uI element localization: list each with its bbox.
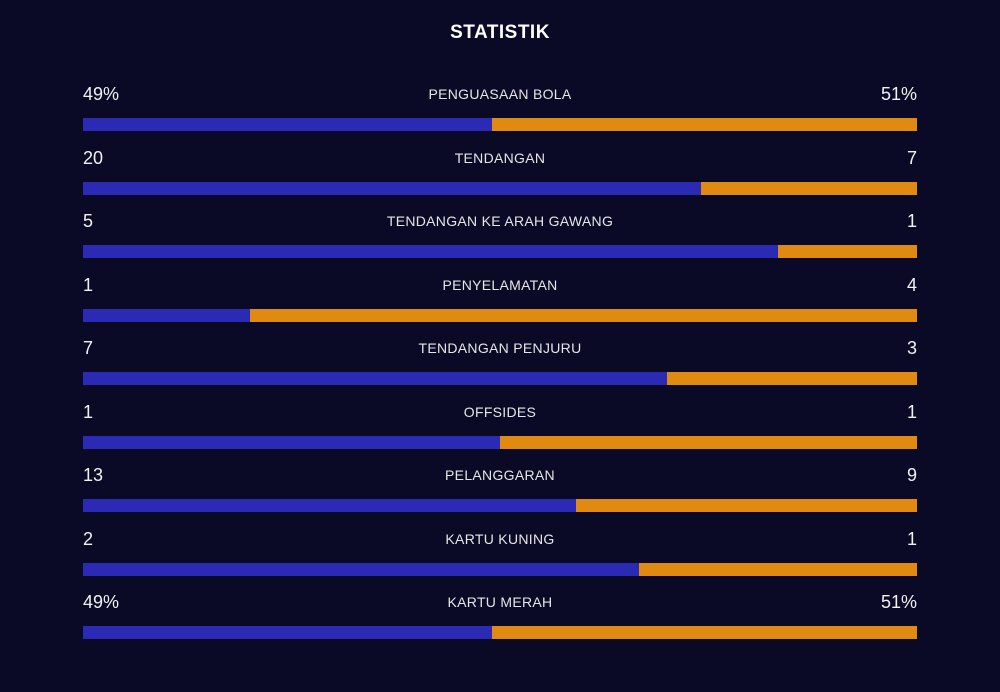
- stat-row-offsides: 1 OFFSIDES 1: [83, 396, 917, 460]
- stat-label: TENDANGAN KE ARAH GAWANG: [386, 213, 614, 229]
- away-bar: [491, 626, 917, 639]
- stat-bar: [83, 499, 917, 512]
- home-bar: [83, 308, 250, 322]
- stat-label: KARTU MERAH: [447, 594, 553, 610]
- stats-list: 49% PENGUASAAN BOLA 51% 20 TENDANGAN 7 5…: [83, 78, 917, 650]
- stat-header: 1 OFFSIDES 1: [83, 396, 917, 436]
- stat-bar: [83, 372, 917, 385]
- stat-header: 1 PENYELAMATAN 4: [83, 269, 917, 309]
- away-bar: [500, 435, 917, 449]
- away-bar: [249, 308, 917, 322]
- home-value: 1: [83, 274, 94, 295]
- away-bar: [491, 118, 917, 131]
- stat-label: PENGUASAAN BOLA: [428, 86, 572, 102]
- home-value: 7: [83, 338, 94, 358]
- away-value: 1: [906, 528, 917, 549]
- away-value: 1: [906, 211, 917, 231]
- stat-row-tendangan-penjuru: 7 TENDANGAN PENJURU 3: [83, 332, 917, 396]
- away-bar: [777, 245, 917, 258]
- stat-bar: [83, 118, 917, 131]
- stat-header: 5 TENDANGAN KE ARAH GAWANG 1: [83, 205, 917, 245]
- home-value: 49%: [83, 84, 120, 104]
- stat-row-kartu-merah: 49% KARTU MERAH 51%: [83, 586, 917, 650]
- stat-bar: [83, 245, 917, 258]
- stat-row-penguasaan-bola: 49% PENGUASAAN BOLA 51%: [83, 78, 917, 142]
- stat-bar: [83, 626, 917, 639]
- away-value: 7: [906, 147, 917, 168]
- away-value: 4: [906, 274, 917, 295]
- home-bar: [83, 562, 640, 576]
- stat-header: 13 PELANGGARAN 9: [83, 459, 917, 499]
- stat-header: 49% PENGUASAAN BOLA 51%: [83, 78, 917, 118]
- home-bar: [83, 372, 667, 385]
- home-bar: [83, 499, 576, 512]
- home-bar: [83, 181, 701, 195]
- stat-row-tendangan: 20 TENDANGAN 7: [83, 142, 917, 206]
- stat-bar: [83, 308, 917, 322]
- stat-label: TENDANGAN PENJURU: [418, 340, 582, 356]
- away-bar: [700, 181, 917, 195]
- home-value: 13: [83, 465, 104, 485]
- stat-header: 20 TENDANGAN 7: [83, 142, 917, 182]
- stat-row-pelanggaran: 13 PELANGGARAN 9: [83, 459, 917, 523]
- stat-header: 7 TENDANGAN PENJURU 3: [83, 332, 917, 372]
- stat-label: TENDANGAN: [454, 149, 546, 166]
- home-value: 20: [83, 147, 104, 168]
- away-value: 51%: [880, 592, 917, 612]
- stat-bar: [83, 435, 917, 449]
- stat-row-tendangan-ke-arah-gawang: 5 TENDANGAN KE ARAH GAWANG 1: [83, 205, 917, 269]
- home-value: 2: [83, 528, 94, 549]
- home-value: 5: [83, 211, 94, 231]
- home-bar: [83, 118, 492, 131]
- away-bar: [575, 499, 917, 512]
- stat-label: KARTU KUNING: [445, 530, 555, 547]
- stat-label: OFFSIDES: [463, 403, 537, 420]
- page-title: STATISTIK: [450, 22, 550, 43]
- home-bar: [83, 435, 500, 449]
- home-bar: [83, 245, 778, 258]
- stat-label: PELANGGARAN: [445, 467, 555, 483]
- away-value: 51%: [880, 84, 917, 104]
- away-value: 9: [906, 465, 917, 485]
- away-value: 1: [906, 401, 917, 422]
- stat-header: 49% KARTU MERAH 51%: [83, 586, 917, 626]
- stat-bar: [83, 181, 917, 195]
- away-bar: [639, 562, 917, 576]
- stat-label: PENYELAMATAN: [442, 276, 558, 293]
- stat-row-kartu-kuning: 2 KARTU KUNING 1: [83, 523, 917, 587]
- stat-row-penyelamatan: 1 PENYELAMATAN 4: [83, 269, 917, 333]
- away-value: 3: [906, 338, 917, 358]
- home-value: 49%: [83, 592, 120, 612]
- away-bar: [666, 372, 917, 385]
- stat-bar: [83, 562, 917, 576]
- home-bar: [83, 626, 492, 639]
- stat-header: 2 KARTU KUNING 1: [83, 523, 917, 563]
- home-value: 1: [83, 401, 94, 422]
